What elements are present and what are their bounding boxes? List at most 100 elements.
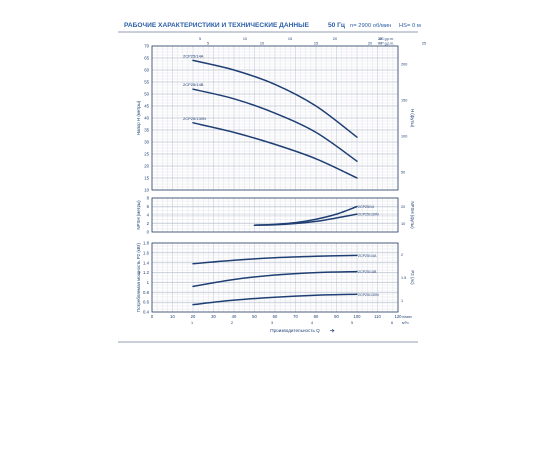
power-frame bbox=[151, 242, 399, 313]
x-tick-label: 0 bbox=[151, 314, 154, 319]
top-scale2-unit: IMP g.p.m. bbox=[378, 42, 394, 46]
npsh-y2tick-label: 20 bbox=[401, 205, 405, 209]
head-y2tick-label: 100 bbox=[401, 135, 407, 139]
x-tick-label: 100 bbox=[354, 314, 362, 319]
bottom-scale-tick-label: 6 bbox=[391, 321, 393, 325]
head-y2tick-label: 50 bbox=[401, 171, 405, 175]
head-frame bbox=[151, 45, 399, 191]
head-ytick-label: 70 bbox=[144, 44, 149, 49]
top-scale2-tick-label: 25 bbox=[422, 42, 426, 46]
x-tick-label: 60 bbox=[273, 314, 278, 319]
npsh-ytick-label: 0 bbox=[147, 230, 150, 235]
head-ytick-label: 30 bbox=[144, 140, 149, 145]
bottom-scale-tick-label: 3 bbox=[271, 321, 273, 325]
power-ytick-label: 1.4 bbox=[143, 260, 150, 265]
x-tick-label: 90 bbox=[334, 314, 339, 319]
head-ytick-label: 25 bbox=[144, 152, 149, 157]
x-tick-label: 70 bbox=[293, 314, 298, 319]
power-ylabel: Потребляемая мощность P2 (кВт) bbox=[136, 242, 141, 312]
power-y2tick-label: 2 bbox=[401, 253, 403, 257]
head-series-label: 2CP25/14A bbox=[183, 53, 204, 58]
x-axis-title: Производительность Q bbox=[270, 328, 320, 333]
power-y2tick-label: 1 bbox=[401, 299, 403, 303]
npsh-ytick-label: 6 bbox=[147, 204, 150, 209]
x-tick-label: 110 bbox=[374, 314, 381, 319]
bottom-scale-tick-label: 1 bbox=[191, 321, 193, 325]
npsh-ytick-label: 2 bbox=[147, 221, 150, 226]
power-series-line bbox=[192, 270, 358, 288]
npsh-ylabel: NPSH (метры) bbox=[136, 200, 141, 230]
x-tick-label: 40 bbox=[232, 314, 237, 319]
head-y2tick-label: 150 bbox=[401, 99, 407, 103]
head-ytick-label: 45 bbox=[144, 104, 149, 109]
power-series-line bbox=[192, 254, 358, 265]
frequency-label: 50 Гц bbox=[328, 22, 345, 29]
npsh-ytick-label: 8 bbox=[147, 196, 150, 201]
power-grid bbox=[151, 242, 399, 313]
x-tick-label: 80 bbox=[314, 314, 319, 319]
head-ytick-label: 50 bbox=[144, 92, 149, 97]
x-tick-label: 30 bbox=[211, 314, 216, 319]
npsh-ytick-label: 4 bbox=[147, 213, 150, 218]
power-series-line bbox=[192, 293, 358, 306]
head-y2tick-label: 200 bbox=[401, 63, 407, 67]
head-series-line bbox=[192, 122, 358, 179]
power-ytick-label: 1.6 bbox=[143, 250, 150, 255]
top-scale-tick-label: 15 bbox=[288, 37, 292, 41]
x-tick-label: 10 bbox=[170, 314, 175, 319]
head-ytick-label: 55 bbox=[144, 80, 149, 85]
x-tick-label: 20 bbox=[191, 314, 196, 319]
bottom-scale-unit: м³/ч bbox=[402, 321, 409, 325]
power-y2tick-label: 1.5 bbox=[401, 276, 406, 280]
power-ytick-label: 1.2 bbox=[143, 270, 150, 275]
power-ytick-label: 0.6 bbox=[143, 300, 150, 305]
head-ytick-label: 15 bbox=[144, 176, 149, 181]
power-series-label: 2CP25/14B bbox=[358, 270, 377, 274]
head-ytick-label: 20 bbox=[144, 164, 149, 169]
x-axis-arrow-icon bbox=[330, 328, 335, 333]
top-scale-tick-label: 5 bbox=[199, 37, 201, 41]
top-scale2-tick-label: 10 bbox=[260, 42, 264, 46]
bottom-scale-tick-label: 2 bbox=[231, 321, 233, 325]
x-unit-label: л/мин bbox=[402, 315, 412, 319]
top-scale2-tick-label: 20 bbox=[368, 42, 372, 46]
head-series-label: 2CP25/14B bbox=[183, 82, 204, 87]
power-series-label: 2CP25/14A bbox=[358, 254, 377, 258]
power-ytick-label: 0.8 bbox=[143, 290, 150, 295]
top-scale-unit: US g.p.m. bbox=[379, 37, 394, 41]
head-ytick-label: 65 bbox=[144, 56, 149, 61]
head-y2label: H (футы) bbox=[410, 109, 415, 128]
head-series-line bbox=[192, 88, 358, 162]
top-scale-tick-label: 25 bbox=[378, 37, 382, 41]
x-tick-label: 120 bbox=[395, 314, 403, 319]
npsh-series-line bbox=[253, 213, 358, 226]
top-scale2-tick-label: 5 bbox=[207, 42, 209, 46]
suction-height-label: HS= 0 м bbox=[399, 23, 421, 29]
bottom-scale-tick-label: 4 bbox=[311, 321, 313, 325]
sheet-title: РАБОЧИЕ ХАРАКТЕРИСТИКИ И ТЕХНИЧЕСКИЕ ДАН… bbox=[124, 22, 310, 29]
npsh-series-label: 2CP25/14 bbox=[358, 205, 374, 209]
power-series-label: 2CP25/130N bbox=[358, 293, 379, 297]
npsh-y2tick-label: 10 bbox=[401, 222, 405, 226]
head-ytick-label: 10 bbox=[144, 188, 149, 193]
top-scale-tick-label: 10 bbox=[243, 37, 247, 41]
power-y2label: P2 (лс) bbox=[410, 270, 415, 285]
speed-label: n= 2900 об/мин bbox=[350, 23, 392, 29]
head-ytick-label: 35 bbox=[144, 128, 149, 133]
npsh-series-label: 2CP25/130N bbox=[358, 213, 379, 217]
x-tick-label: 50 bbox=[252, 314, 257, 319]
npsh-y2label: NPSH (футы) bbox=[410, 201, 415, 229]
top-scale2-tick-label: 15 bbox=[314, 42, 318, 46]
top-scale-tick-label: 20 bbox=[333, 37, 337, 41]
head-ytick-label: 60 bbox=[144, 68, 149, 73]
head-series-label: 2CP25/130N bbox=[183, 116, 206, 121]
head-series-line bbox=[192, 59, 358, 138]
npsh-frame bbox=[151, 197, 399, 233]
power-ytick-label: 0.4 bbox=[143, 310, 150, 315]
power-ytick-label: 1.8 bbox=[143, 241, 150, 246]
power-ytick-label: 1 bbox=[147, 280, 150, 285]
head-ytick-label: 40 bbox=[144, 116, 149, 121]
bottom-scale-tick-label: 5 bbox=[351, 321, 353, 325]
